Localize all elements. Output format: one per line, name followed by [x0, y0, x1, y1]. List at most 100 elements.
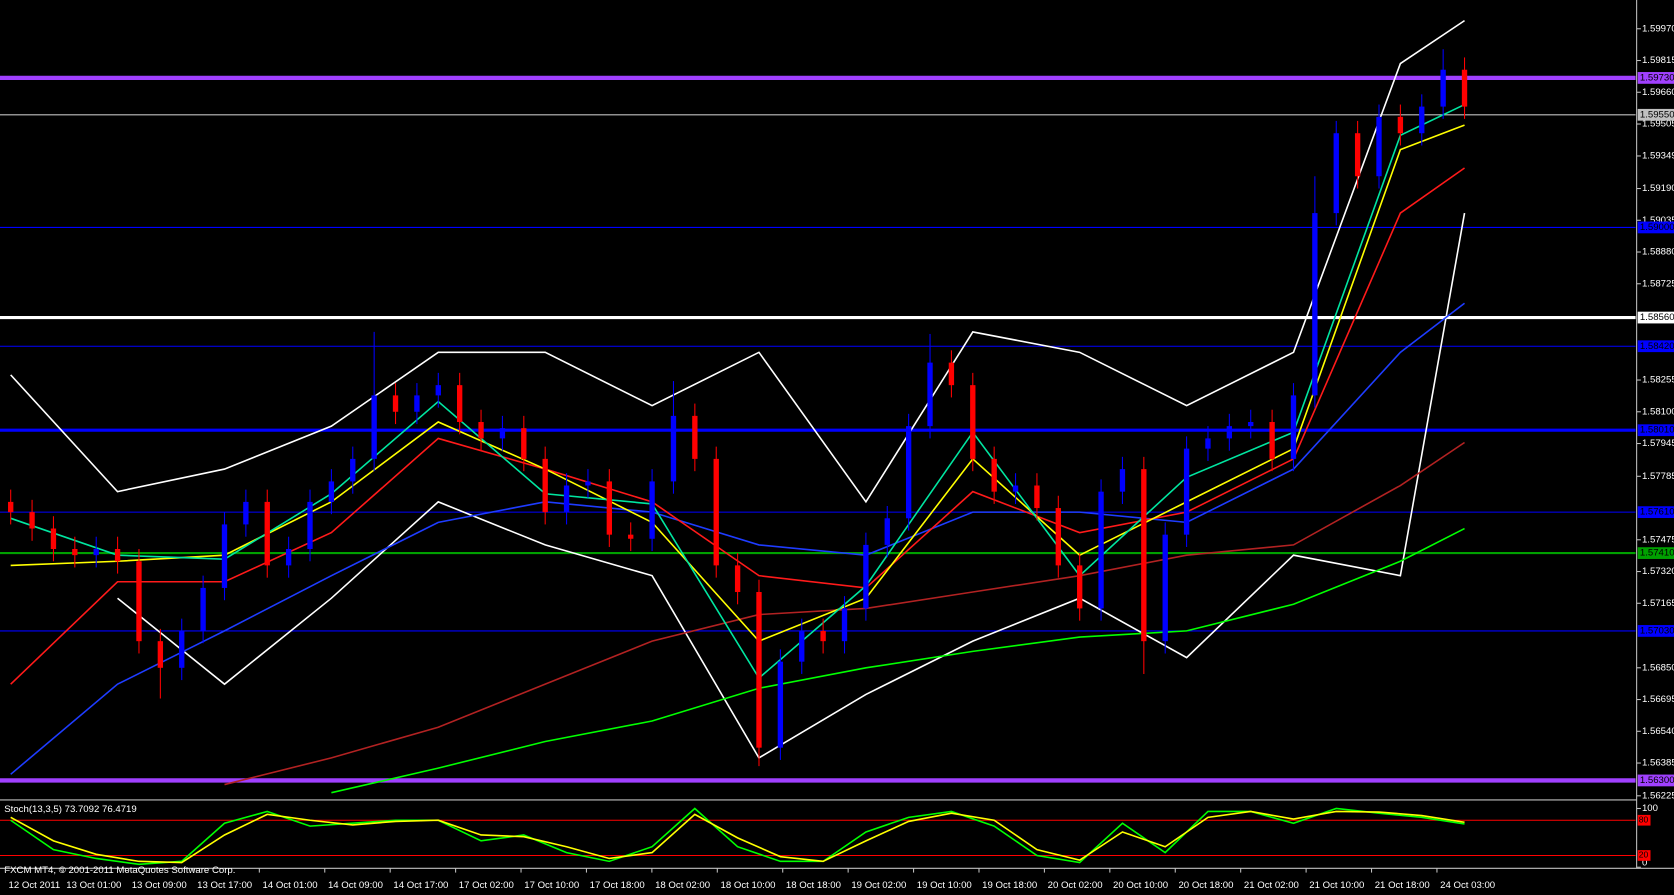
candle-body [606, 481, 612, 535]
stoch-level-label: 20 [1639, 850, 1649, 860]
y-tick-label: 1.57785 [1642, 471, 1674, 482]
candle-body [1333, 133, 1339, 214]
candle-body [200, 587, 206, 631]
candle-body [1205, 438, 1211, 449]
candle-body [692, 415, 698, 459]
level-label: 1.57610 [1640, 507, 1674, 518]
y-tick-label: 1.56695 [1642, 694, 1674, 705]
candle-body [521, 428, 527, 459]
candle-body [1119, 469, 1126, 492]
stoch-y-tick-label: 100 [1642, 803, 1658, 814]
level-label: 1.57030 [1640, 625, 1674, 636]
x-tick-label: 19 Oct 18:00 [982, 880, 1037, 891]
y-tick-label: 1.58880 [1642, 247, 1674, 258]
candle-body [1376, 116, 1382, 177]
x-tick-label: 13 Oct 01:00 [66, 880, 121, 891]
candle-body [499, 428, 506, 439]
x-tick-label: 14 Oct 17:00 [393, 880, 448, 891]
candle-body [435, 385, 441, 396]
level-label-box [1637, 108, 1674, 121]
candle-body [991, 458, 997, 492]
candle-body [734, 565, 741, 593]
candle-body [136, 561, 142, 642]
candle-body [863, 544, 869, 609]
x-tick-label: 18 Oct 02:00 [655, 880, 710, 891]
y-tick-label: 1.56225 [1642, 790, 1674, 801]
x-tick-label: 14 Oct 09:00 [328, 880, 383, 891]
candle-body [1162, 534, 1168, 642]
y-tick-label: 1.56540 [1642, 726, 1674, 737]
candle-body [713, 458, 719, 566]
level-label-box [1637, 72, 1674, 84]
candle-body [414, 395, 420, 412]
candle-body [1440, 69, 1446, 107]
level-label-box [1637, 547, 1674, 559]
candle-body [8, 501, 14, 513]
candle-body [970, 385, 976, 459]
stoch-line [10, 807, 1465, 866]
x-tick-label: 13 Oct 09:00 [132, 880, 187, 891]
y-tick-label: 1.56850 [1642, 662, 1674, 673]
overlay-line [10, 302, 1466, 775]
candle-body [179, 630, 185, 668]
candle-body [72, 549, 78, 556]
candle-body [350, 458, 356, 482]
candle-body [649, 481, 655, 539]
candle-body [371, 395, 377, 459]
y-tick-label: 1.59190 [1642, 183, 1674, 194]
candle-body [264, 501, 270, 566]
stoch-level-label: 80 [1639, 814, 1649, 824]
candle-body [50, 528, 57, 550]
candle-body [307, 501, 313, 550]
candle-body [243, 501, 249, 525]
candle-body [585, 481, 591, 486]
candle-body [1183, 448, 1190, 535]
x-tick-label: 20 Oct 18:00 [1178, 880, 1233, 891]
candle-body [114, 549, 121, 562]
candle-body [93, 549, 99, 556]
candle-body [799, 630, 805, 662]
candle-body [1248, 422, 1254, 427]
level-label-box [1637, 424, 1674, 437]
level-label-box [1637, 625, 1674, 637]
level-label-box [1637, 506, 1674, 519]
x-tick-label: 17 Oct 02:00 [459, 880, 514, 891]
x-tick-label: 18 Oct 10:00 [721, 880, 776, 891]
y-tick-label: 1.57320 [1642, 566, 1674, 577]
stoch-y-tick-label: 0 [1642, 857, 1647, 868]
x-tick-label: 20 Oct 02:00 [1048, 880, 1103, 891]
y-tick-label: 1.57945 [1642, 438, 1674, 449]
x-tick-label: 12 Oct 2011 [9, 880, 61, 891]
x-tick-label: 17 Oct 18:00 [590, 880, 645, 891]
candle-body [1077, 565, 1083, 609]
x-tick-label: 14 Oct 01:00 [263, 880, 318, 891]
level-label: 1.58010 [1640, 425, 1674, 436]
y-tick-label: 1.56385 [1642, 758, 1674, 769]
y-tick-label: 1.59815 [1642, 55, 1674, 66]
candle-body [1269, 422, 1275, 459]
candle-body [1461, 69, 1468, 107]
stoch-level-box [1637, 850, 1651, 861]
candle-body [1226, 426, 1233, 439]
candle-body [905, 426, 912, 519]
y-tick-label: 1.57475 [1642, 534, 1674, 545]
x-tick-label: 13 Oct 17:00 [197, 880, 252, 891]
level-label: 1.58420 [1640, 341, 1674, 352]
level-label: 1.59000 [1640, 222, 1674, 233]
overlay-line [117, 212, 1466, 759]
x-tick-label: 19 Oct 10:00 [917, 880, 972, 891]
x-tick-label: 21 Oct 10:00 [1309, 880, 1364, 891]
candle-body [542, 458, 548, 513]
candle-body [756, 592, 762, 748]
candle-body [285, 549, 292, 566]
candle-body [1012, 485, 1019, 492]
candle-body [1419, 106, 1425, 134]
overlay-line [331, 527, 1465, 794]
y-tick-label: 1.58100 [1642, 406, 1674, 417]
candle-body [478, 422, 484, 439]
candle-body [221, 524, 228, 588]
y-tick-label: 1.59505 [1642, 119, 1674, 130]
candle-body [456, 385, 463, 423]
stoch-level-box [1637, 814, 1651, 826]
